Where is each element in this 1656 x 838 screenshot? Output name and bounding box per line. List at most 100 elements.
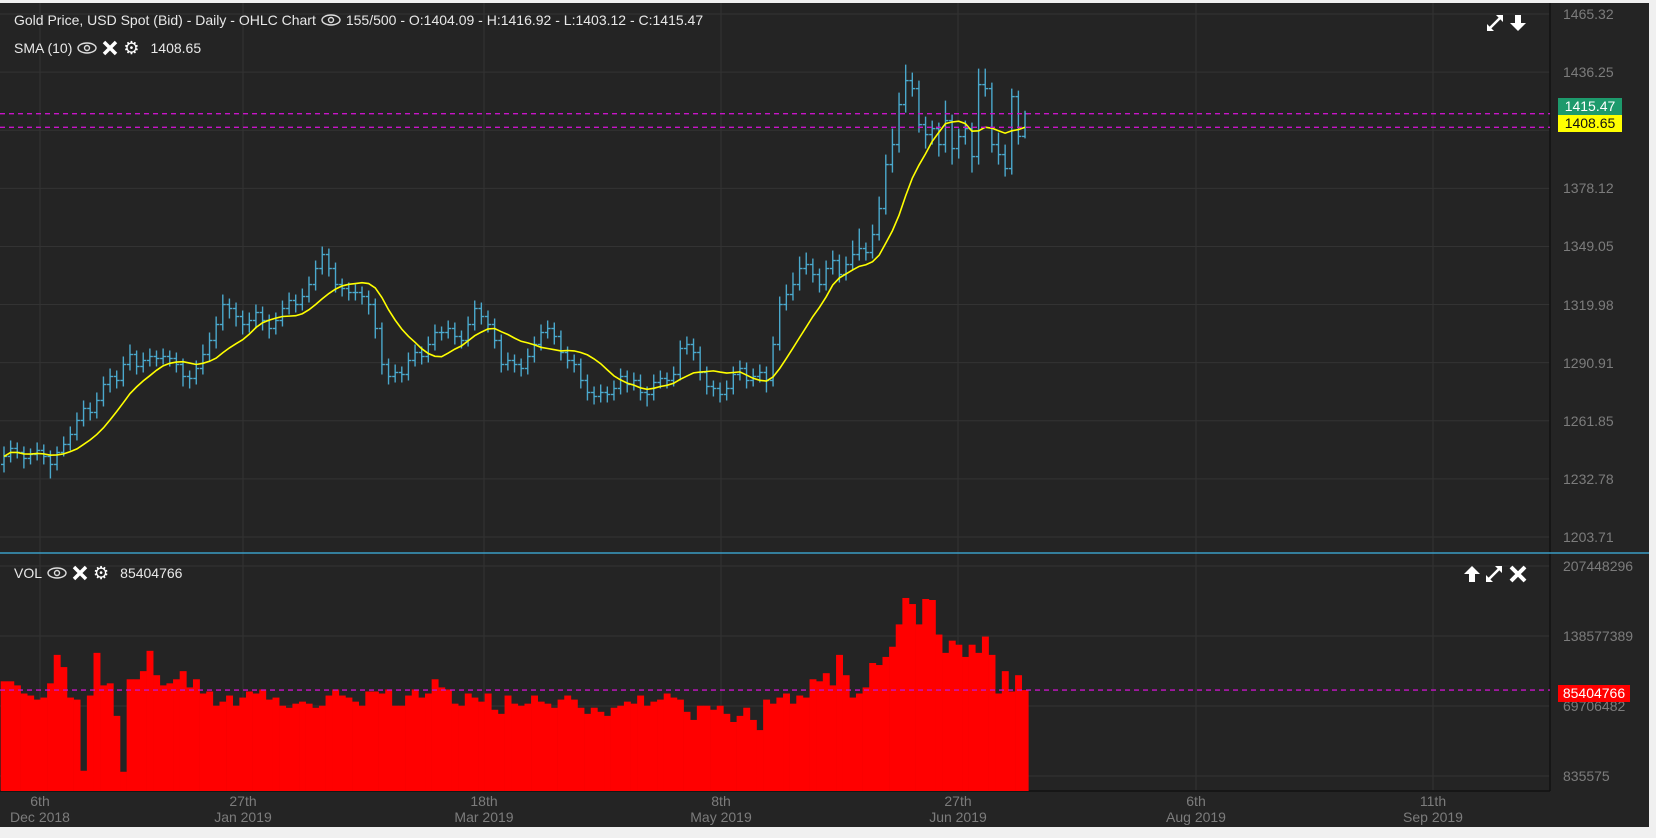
- volume-bar: [352, 701, 360, 791]
- volume-bar: [875, 665, 883, 791]
- volume-bar: [928, 599, 936, 791]
- price-tick-label: 1203.71: [1563, 529, 1614, 545]
- volume-bar: [73, 699, 81, 791]
- volume-bar: [630, 703, 638, 791]
- volume-panel-controls: [1464, 564, 1528, 584]
- time-tick-label: 6th Dec 2018: [0, 793, 100, 825]
- volume-bar: [179, 671, 187, 791]
- sma-badge: 1408.65: [1558, 115, 1622, 132]
- tick-day: 8th: [711, 793, 731, 809]
- volume-bar: [173, 679, 180, 791]
- volume-bar: [736, 715, 744, 791]
- expand-icon[interactable]: [1485, 565, 1503, 583]
- volume-bar: [763, 699, 771, 791]
- price-tick-label: 1378.12: [1563, 180, 1614, 197]
- price-tick-label: 1465.32: [1563, 6, 1614, 22]
- tick-month: May 2019: [690, 809, 752, 825]
- volume-bar: [577, 707, 585, 791]
- volume-bar: [0, 681, 8, 791]
- volume-bar: [882, 656, 890, 791]
- volume-bar: [895, 624, 903, 791]
- volume-bar: [570, 699, 578, 791]
- volume-bar: [836, 654, 843, 791]
- volume-bar: [922, 598, 930, 791]
- volume-bar: [869, 663, 877, 791]
- volume-bar: [259, 689, 267, 791]
- volume-bar: [378, 693, 386, 791]
- tick-day: 11th: [1419, 793, 1447, 809]
- sma-value: 1408.65: [150, 40, 202, 56]
- volume-bar: [1008, 691, 1016, 791]
- volume-tick-label: 69706482: [1563, 698, 1626, 714]
- price-tick-label: 1290.91: [1563, 354, 1614, 371]
- volume-bar: [988, 654, 996, 791]
- volume-bar: [186, 687, 194, 791]
- gear-icon[interactable]: ⚙: [123, 38, 140, 58]
- volume-bar: [358, 705, 366, 791]
- volume-bar: [749, 719, 757, 791]
- sma-label: SMA (10): [14, 40, 73, 56]
- volume-bar: [305, 703, 313, 791]
- volume-bar: [47, 683, 55, 791]
- last-price-badge: 1415.47: [1558, 98, 1622, 115]
- volume-bar: [862, 687, 870, 791]
- volume-bar: [299, 701, 306, 791]
- volume-bar: [550, 707, 558, 791]
- time-tick-label: 27th Jan 2019: [183, 793, 303, 825]
- gear-icon[interactable]: ⚙: [93, 563, 110, 583]
- volume-bar: [975, 652, 983, 791]
- volume-bar: [703, 705, 711, 791]
- volume-header: VOL ⚙ 85404766: [14, 563, 182, 583]
- volume-bar: [617, 705, 625, 791]
- time-tick-label: 6th Aug 2019: [1136, 793, 1256, 825]
- volume-bar: [126, 679, 134, 791]
- volume-bar: [212, 705, 220, 791]
- volume-bar: [590, 707, 598, 791]
- tick-month: Aug 2019: [1166, 809, 1226, 825]
- chart-title: Gold Price, USD Spot (Bid) - Daily - OHL…: [14, 12, 316, 28]
- volume-bar: [458, 705, 466, 791]
- arrow-down-icon[interactable]: [1510, 14, 1526, 32]
- price-tick-label: 1319.98: [1563, 296, 1614, 313]
- close-icon[interactable]: [72, 565, 88, 581]
- arrow-up-icon[interactable]: [1464, 565, 1480, 583]
- volume-bar: [1021, 690, 1029, 791]
- close-icon[interactable]: [102, 40, 118, 56]
- volume-bar: [643, 705, 651, 791]
- price-tick-label: 1349.05: [1563, 238, 1614, 255]
- price-tick-label: 1436.25: [1563, 64, 1614, 81]
- volume-bar: [710, 709, 718, 791]
- volume-bar: [411, 689, 419, 791]
- tick-day: 27th: [944, 793, 972, 809]
- volume-bar: [524, 703, 532, 791]
- volume-bar: [27, 695, 35, 791]
- tick-month: Jun 2019: [929, 809, 987, 825]
- volume-bar: [637, 695, 645, 791]
- close-icon[interactable]: [1508, 564, 1528, 584]
- volume-bar: [531, 695, 539, 791]
- expand-icon[interactable]: [1486, 14, 1504, 32]
- volume-bar: [802, 697, 810, 791]
- volume-bar: [610, 707, 618, 791]
- volume-bar: [451, 703, 459, 791]
- volume-bar: [1001, 671, 1009, 791]
- volume-bar: [511, 703, 519, 791]
- eye-icon[interactable]: [77, 42, 98, 54]
- volume-bar: [431, 679, 439, 791]
- volume-bar: [948, 640, 956, 791]
- eye-icon[interactable]: [321, 14, 341, 26]
- volume-bar: [444, 689, 452, 791]
- volume-bar: [769, 703, 777, 791]
- sma-line: [3, 120, 1026, 458]
- volume-bar: [86, 695, 94, 791]
- volume-bar: [597, 711, 605, 791]
- price-tick-label: 1261.85: [1563, 412, 1614, 429]
- volume-bar: [756, 730, 764, 791]
- volume-bar: [955, 644, 963, 791]
- tick-month: Mar 2019: [454, 809, 514, 825]
- volume-bar: [557, 699, 565, 791]
- eye-icon[interactable]: [47, 567, 67, 579]
- volume-bar: [981, 636, 989, 791]
- volume-bar: [663, 693, 671, 791]
